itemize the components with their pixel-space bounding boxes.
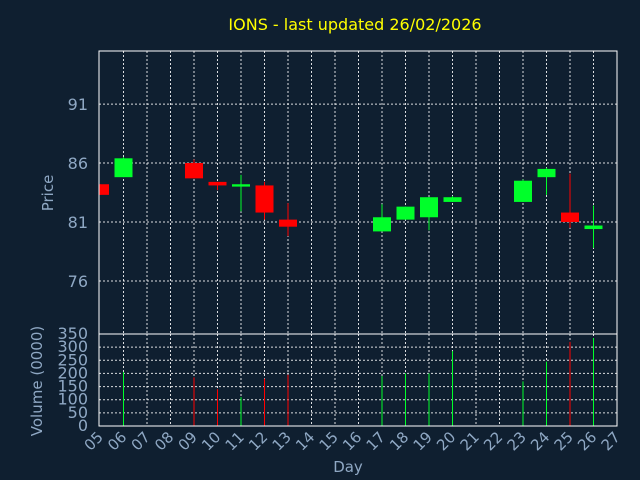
x-tick: 08 [151, 428, 177, 454]
x-tick: 27 [598, 428, 624, 454]
volume-y-tick: 50 [68, 403, 88, 422]
x-axis-label: Day [333, 458, 363, 476]
candle-body [185, 163, 203, 179]
price-axis-label: Price [39, 175, 57, 212]
price-y-tick: 86 [68, 154, 88, 173]
candle-body [514, 180, 532, 202]
volume-axis-label: Volume (0000) [28, 326, 46, 436]
candle-body [279, 219, 297, 227]
volume-bars [123, 337, 594, 426]
price-candles [99, 157, 603, 248]
price-y-tick: 76 [68, 272, 88, 291]
volume-y-tick: 100 [57, 390, 88, 409]
x-tick: 16 [339, 428, 365, 454]
x-tick: 18 [386, 428, 412, 454]
x-tick: 26 [574, 428, 600, 454]
candle-body [537, 168, 556, 178]
volume-y-tick: 150 [57, 377, 88, 396]
candle-body [208, 181, 227, 186]
volume-y-tick: 350 [57, 324, 88, 343]
x-tick: 15 [316, 428, 342, 454]
volume-gridlines [99, 334, 617, 426]
x-tick-labels: 0506070809101112131415161718192021222324… [81, 428, 624, 454]
volume-y-tick: 200 [57, 363, 88, 382]
volume-y-tick: 300 [57, 337, 88, 356]
candle-body [420, 197, 438, 218]
x-tick: 12 [245, 428, 271, 454]
x-tick: 14 [292, 428, 318, 454]
x-tick: 06 [104, 428, 130, 454]
x-tick: 07 [128, 428, 154, 454]
candle-body [373, 217, 391, 232]
x-tick: 09 [175, 428, 201, 454]
x-tick: 17 [363, 428, 389, 454]
x-tick: 23 [504, 428, 530, 454]
candle-body [100, 184, 109, 195]
x-tick: 25 [551, 428, 577, 454]
candle-body [255, 185, 274, 213]
x-tick: 13 [269, 428, 295, 454]
x-tick: 21 [457, 428, 483, 454]
price-gridlines [99, 51, 617, 334]
candle-body [114, 158, 133, 178]
x-tick: 11 [222, 428, 248, 454]
volume-y-tick: 0 [78, 416, 88, 435]
x-tick: 19 [410, 428, 436, 454]
x-tick: 10 [198, 428, 224, 454]
price-y-tick: 91 [68, 95, 88, 114]
x-tick: 24 [527, 428, 553, 454]
candle-body [443, 197, 462, 202]
x-tick: 22 [480, 428, 506, 454]
candle-body [561, 212, 579, 222]
price-y-tick: 81 [68, 213, 88, 232]
chart-title: IONS - last updated 26/02/2026 [228, 15, 481, 34]
candle-body [584, 225, 603, 230]
volume-y-tick: 250 [57, 350, 88, 369]
candle-body [232, 184, 250, 187]
volume-panel-frame [98, 333, 618, 427]
x-tick: 20 [433, 428, 459, 454]
price-y-tick-labels: 76 81 86 91 [68, 95, 88, 291]
candle-body [396, 206, 415, 220]
